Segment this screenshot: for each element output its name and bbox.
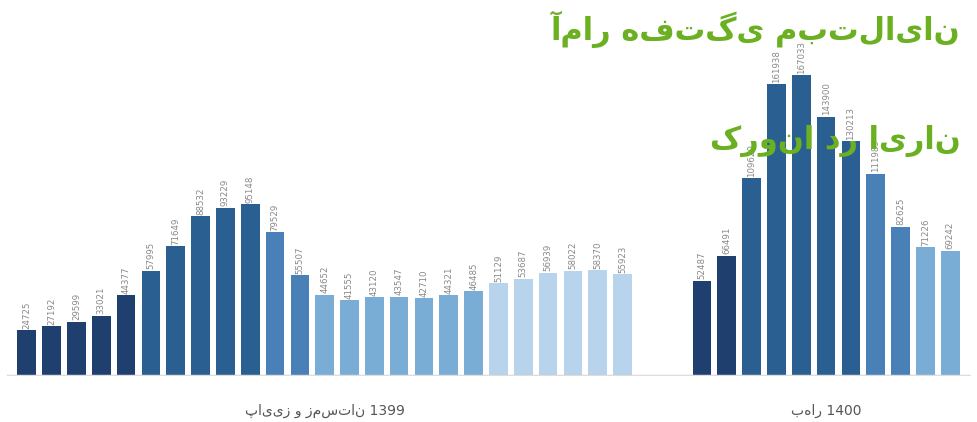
Text: 111989: 111989 [871,140,880,173]
Bar [290,275,309,375]
Bar [792,75,811,375]
Text: 24725: 24725 [22,302,31,329]
Bar [717,256,736,375]
Text: 109620: 109620 [747,144,756,177]
Bar [489,283,508,375]
Text: بهار 1400: بهار 1400 [790,404,862,419]
Text: 52487: 52487 [698,252,706,279]
Bar [588,270,607,375]
Bar [564,271,582,375]
Text: پاییز و زمستان 1399: پاییز و زمستان 1399 [244,404,404,419]
Bar [538,273,558,375]
Text: 51129: 51129 [494,254,503,281]
Text: 58022: 58022 [569,242,577,269]
Text: 82625: 82625 [896,197,905,225]
Bar [693,281,711,375]
Bar [365,298,384,375]
Text: 43547: 43547 [395,268,404,295]
Text: آمار هفتگی مبتلایان: آمار هفتگی مبتلایان [551,11,960,48]
Bar [191,216,210,375]
Bar [390,297,408,375]
Bar [916,247,935,375]
Bar [18,330,36,375]
Text: 41555: 41555 [345,271,354,299]
Bar [514,279,532,375]
Text: 44321: 44321 [445,266,453,294]
Text: 29599: 29599 [72,293,81,320]
Bar [42,326,61,375]
Text: 58370: 58370 [593,241,602,269]
Bar [67,322,86,375]
Text: 71649: 71649 [171,217,180,245]
Text: 56939: 56939 [543,244,553,271]
Text: 55923: 55923 [618,246,627,273]
Bar [117,295,136,375]
Text: 44377: 44377 [121,266,131,294]
Text: 66491: 66491 [722,227,732,254]
Text: 143900: 143900 [822,82,830,115]
Bar [743,178,761,375]
Text: 88532: 88532 [196,187,205,214]
Text: 57995: 57995 [147,242,155,269]
Bar [440,295,458,375]
Bar [241,204,260,375]
Bar [316,295,334,375]
Text: 93229: 93229 [221,179,230,206]
Bar [891,227,910,375]
Text: 42710: 42710 [419,269,429,297]
Text: 43120: 43120 [370,268,379,296]
Bar [92,316,110,375]
Text: 79529: 79529 [271,203,279,231]
Bar [841,141,860,375]
Text: 46485: 46485 [469,262,478,290]
Bar [464,292,483,375]
Text: 167033: 167033 [797,41,806,74]
Bar [414,298,433,375]
Bar [817,116,835,375]
Bar [340,300,359,375]
Bar [867,174,885,375]
Text: کرونا در ایران: کرونا در ایران [709,124,960,157]
Text: 95148: 95148 [245,175,255,203]
Text: 44652: 44652 [320,266,329,293]
Bar [941,251,959,375]
Bar [266,232,284,375]
Text: 71226: 71226 [921,218,930,246]
Text: 130213: 130213 [846,107,856,140]
Bar [166,246,185,375]
Bar [614,274,632,375]
Text: 69242: 69242 [946,222,955,249]
Text: 55507: 55507 [295,246,305,274]
Text: 33021: 33021 [97,287,106,314]
Text: 53687: 53687 [519,249,528,277]
Bar [142,271,160,375]
Bar [216,208,234,375]
Text: 161938: 161938 [772,50,781,83]
Text: 27192: 27192 [47,297,56,325]
Bar [767,84,786,375]
